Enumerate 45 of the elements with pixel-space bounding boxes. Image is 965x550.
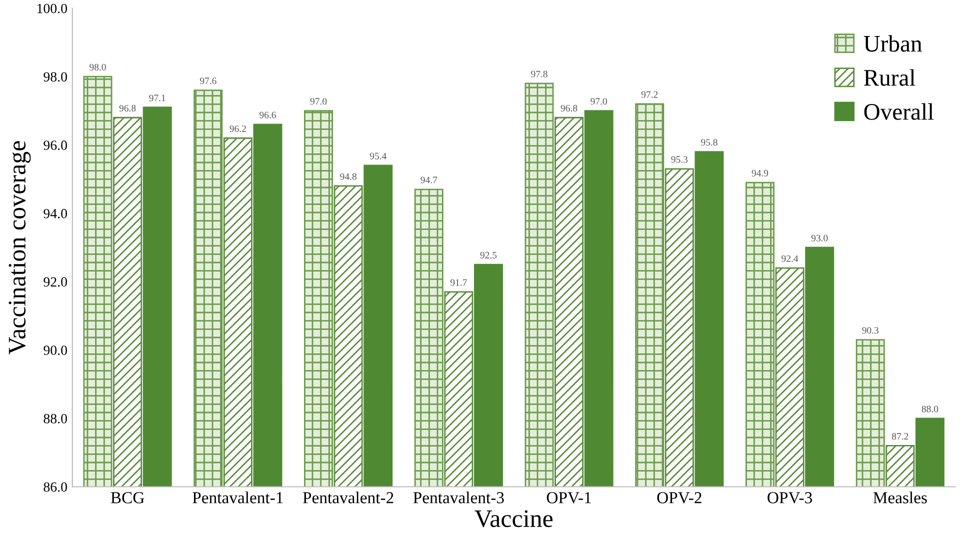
data-label: 88.0 <box>922 406 938 412</box>
y-tick-label: 86.0 <box>44 482 67 492</box>
data-label: 94.9 <box>752 170 768 176</box>
x-tick-label: OPV-3 <box>768 492 812 504</box>
data-label: 93.0 <box>811 234 828 242</box>
y-tick-label: 98.0 <box>44 72 67 82</box>
x-tick-label: Pentavalent-2 <box>302 492 394 504</box>
x-tick-label: BCG <box>110 492 144 504</box>
data-label: 95.8 <box>701 139 718 146</box>
x-axis-title: Vaccine <box>474 510 553 528</box>
x-tick-label: Pentavalent-1 <box>192 492 283 504</box>
y-tick-label: 90.0 <box>44 346 67 356</box>
y-tick-label: 100.0 <box>37 4 67 14</box>
data-label: 90.3 <box>862 327 878 334</box>
x-tick-label: Pentavalent-3 <box>413 492 504 504</box>
data-label: 96.6 <box>260 112 276 118</box>
data-label: 91.7 <box>450 279 467 286</box>
y-tick-label: 94.0 <box>44 208 67 218</box>
data-label: 95.4 <box>370 152 386 160</box>
y-tick-label: 88.0 <box>44 414 67 424</box>
data-label: 98.0 <box>90 64 106 71</box>
y-tick-label: 92.0 <box>44 277 67 287</box>
data-label: 96.2 <box>230 125 246 132</box>
data-label: 87.2 <box>892 433 908 440</box>
data-label: 94.7 <box>420 176 438 184</box>
legend-label: Rural <box>864 69 916 86</box>
data-label: 92.4 <box>782 255 798 262</box>
y-tick-label: 96.0 <box>44 140 67 150</box>
legend-label: Overall <box>864 103 934 120</box>
legend-label: Urban <box>864 35 922 52</box>
data-label: 96.8 <box>560 104 578 112</box>
data-label: 96.8 <box>119 104 136 112</box>
data-label: 92.5 <box>480 252 497 258</box>
y-axis-title: Vaccination coverage <box>8 141 31 354</box>
data-label: 97.0 <box>310 98 327 105</box>
data-label: 95.3 <box>671 156 688 163</box>
x-tick-label: Measles <box>873 492 927 504</box>
data-label: 97.0 <box>590 98 607 105</box>
data-label: 97.8 <box>531 70 548 78</box>
data-label: 97.6 <box>200 78 216 84</box>
data-label: 94.8 <box>340 173 356 180</box>
x-tick-label: OPV-1 <box>546 492 591 504</box>
x-tick-label: OPV-2 <box>657 492 702 504</box>
data-label: 97.1 <box>149 94 166 102</box>
data-label: 97.2 <box>641 91 658 98</box>
